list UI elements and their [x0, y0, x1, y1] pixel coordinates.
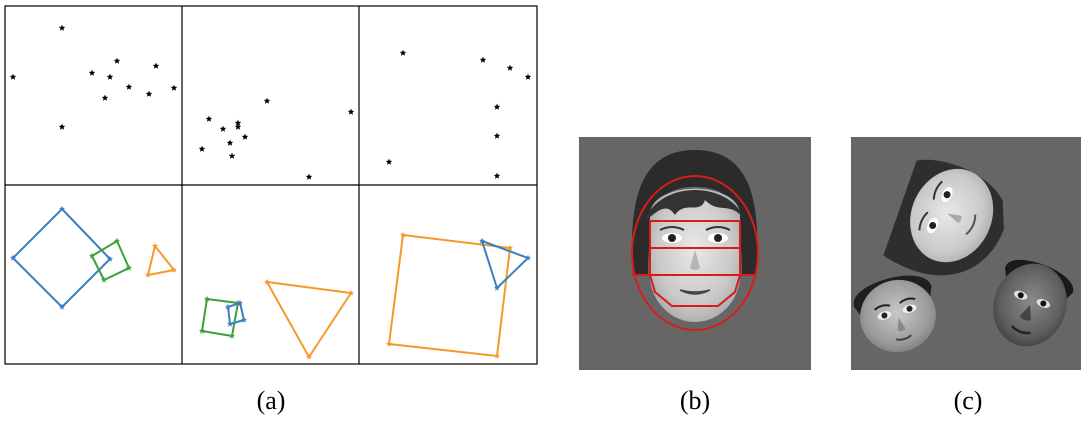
star-marker-icon — [171, 266, 177, 273]
star-marker-icon — [525, 254, 531, 261]
star-marker-icon — [305, 173, 313, 180]
star-marker-icon — [88, 69, 96, 76]
panel-c-rotated-faces — [851, 137, 1081, 370]
star-marker-icon — [479, 237, 485, 244]
template-outer-ellipse — [631, 175, 759, 331]
star-marker-icon — [126, 264, 132, 271]
star-marker-icon — [227, 320, 233, 327]
star-marker-icon — [400, 231, 406, 238]
face-photo-icon — [883, 159, 1004, 276]
star-marker-icon — [385, 158, 393, 165]
star-marker-icon — [58, 123, 66, 130]
star-marker-icon — [493, 132, 501, 139]
star-marker-icon — [506, 64, 514, 71]
star-marker-icon — [101, 94, 109, 101]
face-hair — [631, 150, 758, 275]
star-marker-icon — [113, 57, 121, 64]
face-right-brow — [705, 226, 731, 231]
star-marker-icon — [237, 299, 243, 306]
star-marker-icon — [264, 278, 270, 285]
face-photo-icon — [993, 259, 1073, 347]
star-marker-icon — [152, 62, 160, 69]
star-marker-icon — [494, 352, 500, 359]
caption-c: (c) — [953, 386, 983, 415]
star-marker-icon — [229, 332, 235, 339]
star-marker-icon — [507, 244, 513, 251]
star-marker-icon — [107, 255, 113, 262]
star-marker-icon — [198, 145, 206, 152]
panel-b-face-template — [579, 137, 811, 370]
star-marker-icon — [386, 340, 392, 347]
face-left-pupil — [668, 234, 676, 242]
star-marker-icon — [399, 49, 407, 56]
star-marker-icon — [89, 252, 95, 259]
panel-a-grid — [4, 5, 538, 365]
star-marker-icon — [145, 271, 151, 278]
star-marker-icon — [58, 24, 66, 31]
star-marker-icon — [524, 73, 532, 80]
face-bangs — [645, 190, 745, 220]
star-marker-icon — [205, 115, 213, 122]
star-marker-icon — [226, 139, 234, 146]
orange-square — [388, 234, 511, 357]
orange-triangle — [147, 245, 175, 276]
star-marker-icon — [101, 276, 107, 283]
star-marker-icon — [347, 108, 355, 115]
caption-a: (a) — [256, 386, 286, 415]
face-photo-icon — [853, 275, 936, 353]
star-marker-icon — [59, 303, 65, 310]
star-marker-icon — [479, 56, 487, 63]
star-marker-icon — [125, 83, 133, 90]
face-mouth — [679, 289, 711, 295]
star-marker-icon — [106, 73, 114, 80]
star-marker-icon — [225, 303, 231, 310]
star-marker-icon — [228, 152, 236, 159]
star-marker-icon — [234, 123, 242, 130]
star-marker-icon — [263, 97, 271, 104]
star-marker-icon — [494, 284, 500, 291]
star-marker-icon — [9, 73, 17, 80]
star-marker-icon — [204, 295, 210, 302]
star-marker-icon — [59, 205, 65, 212]
star-marker-icon — [10, 254, 16, 261]
blue-triangle — [481, 240, 529, 289]
star-marker-icon — [219, 125, 227, 132]
orange-triangle-2 — [266, 281, 352, 358]
star-marker-icon — [306, 353, 312, 360]
polygons-bottom-row — [10, 205, 531, 360]
star-points-top-row — [9, 24, 532, 180]
star-marker-icon — [348, 289, 354, 296]
star-marker-icon — [493, 103, 501, 110]
star-marker-icon — [241, 316, 247, 323]
template-mouth-region — [632, 274, 756, 307]
caption-b: (b) — [679, 386, 711, 415]
face-nose — [690, 250, 700, 270]
star-marker-icon — [241, 133, 249, 140]
star-marker-icon — [234, 119, 242, 126]
star-marker-icon — [170, 84, 178, 91]
star-marker-icon — [114, 237, 120, 244]
star-marker-icon — [493, 172, 501, 179]
blue-square — [12, 208, 111, 308]
star-marker-icon — [145, 90, 153, 97]
face-left-brow — [659, 226, 685, 231]
star-marker-icon — [199, 327, 205, 334]
face-right-pupil — [714, 234, 722, 242]
star-marker-icon — [152, 242, 158, 249]
